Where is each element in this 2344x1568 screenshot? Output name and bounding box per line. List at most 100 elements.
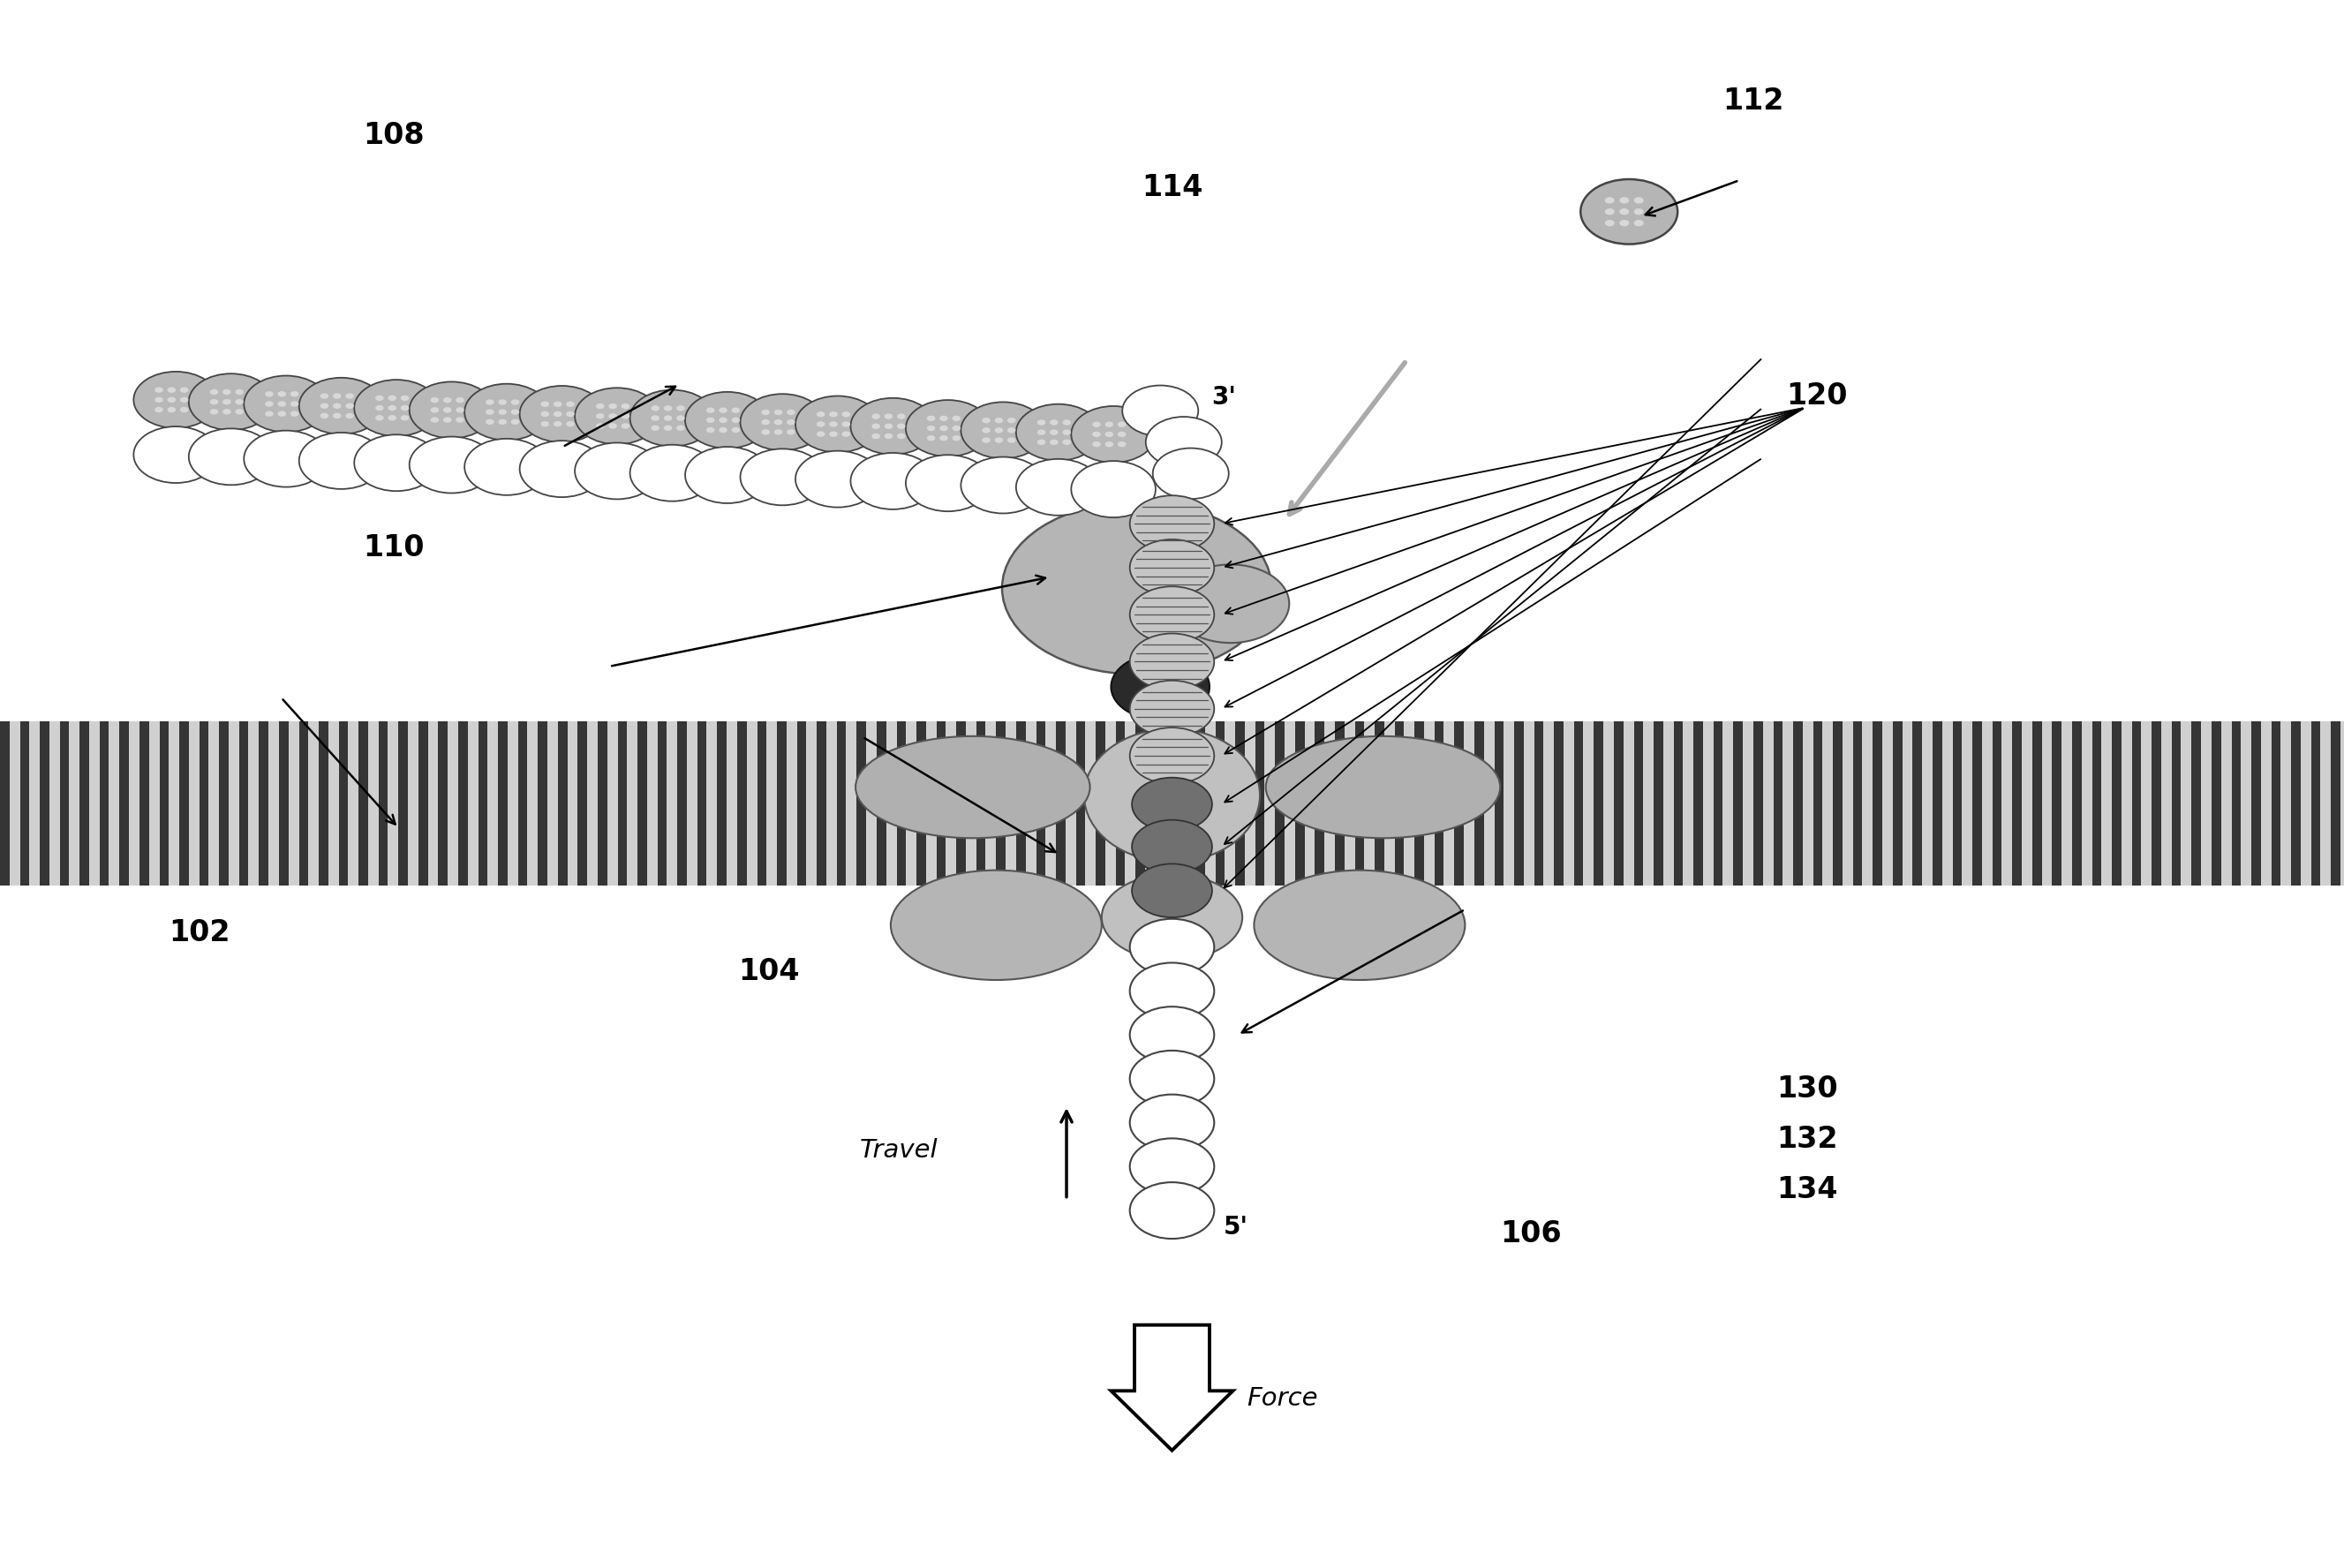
Circle shape bbox=[1130, 681, 1214, 737]
Circle shape bbox=[1606, 220, 1615, 226]
Circle shape bbox=[720, 426, 727, 433]
Circle shape bbox=[244, 431, 328, 488]
Circle shape bbox=[567, 401, 574, 408]
Circle shape bbox=[223, 389, 232, 395]
Circle shape bbox=[652, 416, 659, 420]
Circle shape bbox=[830, 411, 837, 417]
Circle shape bbox=[1071, 406, 1156, 463]
Circle shape bbox=[788, 419, 795, 425]
Circle shape bbox=[952, 436, 961, 441]
Circle shape bbox=[291, 401, 298, 406]
Bar bbox=[2210, 721, 2220, 886]
Circle shape bbox=[574, 387, 659, 444]
Text: 5': 5' bbox=[1224, 1215, 1249, 1239]
Circle shape bbox=[511, 419, 520, 425]
Ellipse shape bbox=[1172, 564, 1289, 643]
Circle shape bbox=[940, 425, 947, 431]
Text: 130: 130 bbox=[1777, 1074, 1838, 1104]
Ellipse shape bbox=[1102, 875, 1242, 960]
Circle shape bbox=[1015, 459, 1099, 516]
Circle shape bbox=[455, 417, 464, 423]
Bar bbox=[239, 721, 248, 886]
Bar bbox=[977, 721, 987, 886]
Bar bbox=[518, 721, 527, 886]
Circle shape bbox=[1620, 198, 1629, 204]
Bar bbox=[1692, 721, 1702, 886]
Bar bbox=[2072, 721, 2081, 886]
Bar bbox=[1057, 721, 1067, 886]
Bar bbox=[2091, 721, 2100, 886]
Circle shape bbox=[684, 447, 769, 503]
Bar bbox=[1594, 721, 1603, 886]
Bar bbox=[61, 721, 70, 886]
Bar bbox=[141, 721, 150, 886]
Bar bbox=[877, 721, 886, 886]
Ellipse shape bbox=[891, 870, 1102, 980]
Circle shape bbox=[609, 403, 616, 409]
Circle shape bbox=[609, 423, 616, 428]
Bar bbox=[1873, 721, 1882, 886]
Bar bbox=[797, 721, 806, 886]
Ellipse shape bbox=[1111, 654, 1210, 720]
Bar bbox=[340, 721, 349, 886]
Bar bbox=[2152, 721, 2161, 886]
Bar bbox=[2271, 721, 2281, 886]
Bar bbox=[260, 721, 270, 886]
Bar bbox=[1554, 721, 1563, 886]
Bar bbox=[98, 721, 108, 886]
Text: 106: 106 bbox=[1500, 1218, 1561, 1248]
Circle shape bbox=[1008, 437, 1015, 444]
Circle shape bbox=[553, 401, 563, 408]
Circle shape bbox=[520, 441, 605, 497]
Bar bbox=[938, 721, 947, 886]
Circle shape bbox=[1132, 820, 1212, 873]
Ellipse shape bbox=[1003, 502, 1270, 674]
Bar bbox=[359, 721, 368, 886]
Circle shape bbox=[774, 419, 783, 425]
Bar bbox=[1613, 721, 1622, 886]
Bar bbox=[40, 721, 49, 886]
Bar bbox=[1315, 721, 1324, 886]
Circle shape bbox=[211, 409, 218, 414]
Circle shape bbox=[1050, 430, 1057, 436]
Ellipse shape bbox=[1266, 737, 1500, 837]
Bar bbox=[1533, 721, 1542, 886]
Circle shape bbox=[706, 426, 715, 433]
Bar bbox=[1195, 721, 1205, 886]
Circle shape bbox=[389, 395, 396, 401]
Circle shape bbox=[1130, 1051, 1214, 1107]
Bar bbox=[180, 721, 190, 886]
Circle shape bbox=[884, 414, 893, 419]
Circle shape bbox=[898, 414, 905, 419]
Bar bbox=[2250, 721, 2260, 886]
Circle shape bbox=[166, 397, 176, 403]
Bar bbox=[220, 721, 230, 886]
Circle shape bbox=[1062, 420, 1071, 425]
Circle shape bbox=[1036, 439, 1045, 445]
Circle shape bbox=[1620, 209, 1629, 215]
Circle shape bbox=[541, 422, 548, 426]
Circle shape bbox=[401, 395, 410, 401]
Bar bbox=[1017, 721, 1027, 886]
Text: 120: 120 bbox=[1786, 381, 1847, 411]
Bar bbox=[1076, 721, 1085, 886]
Circle shape bbox=[816, 422, 825, 426]
Circle shape bbox=[410, 436, 495, 492]
Ellipse shape bbox=[856, 737, 1090, 837]
Circle shape bbox=[788, 409, 795, 416]
Circle shape bbox=[631, 445, 715, 502]
Circle shape bbox=[731, 408, 741, 412]
Bar bbox=[837, 721, 846, 886]
Circle shape bbox=[567, 422, 574, 426]
Circle shape bbox=[952, 416, 961, 422]
Circle shape bbox=[609, 414, 616, 419]
Bar bbox=[300, 721, 309, 886]
Bar bbox=[1732, 721, 1742, 886]
Circle shape bbox=[982, 417, 992, 423]
Circle shape bbox=[455, 408, 464, 412]
Bar bbox=[738, 721, 748, 886]
Circle shape bbox=[952, 425, 961, 431]
Circle shape bbox=[1130, 539, 1214, 596]
Circle shape bbox=[1015, 405, 1099, 461]
Circle shape bbox=[1092, 442, 1102, 447]
